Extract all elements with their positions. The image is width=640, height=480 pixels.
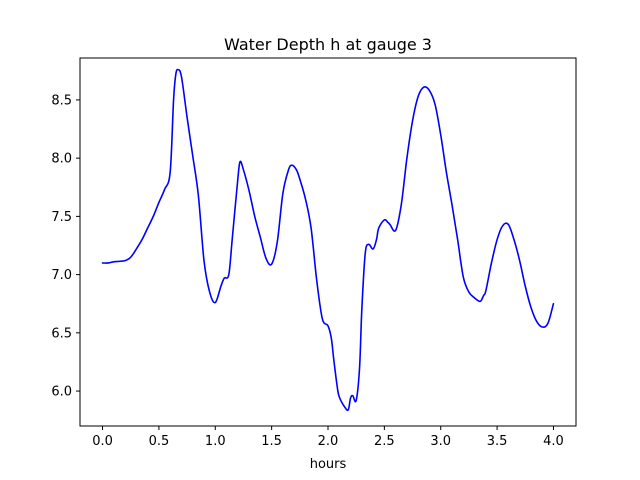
x-tick-label: 4.0 [543,434,564,449]
x-tick-label: 2.0 [318,434,339,449]
series-line [101,68,555,412]
y-tick-label: 8.5 [51,93,72,108]
y-axis-ticks: 6.0 6.5 7.0 7.5 8.0 8.5 [51,93,80,400]
x-tick-label: 2.5 [374,434,395,449]
chart-title: Water Depth h at gauge 3 [224,35,432,54]
plot-frame [79,57,577,427]
y-tick-label: 7.5 [51,210,72,225]
x-tick-label: 0.5 [149,434,170,449]
y-tick-label: 6.0 [51,385,72,400]
plot-area [80,58,576,426]
x-tick-label: 1.0 [205,434,226,449]
x-tick-label: 0.0 [92,434,113,449]
series-layer [101,68,555,412]
x-tick-label: 3.5 [487,434,508,449]
x-axis-label: hours [310,457,347,472]
y-tick-label: 6.5 [51,326,72,341]
y-tick-label: 7.0 [51,268,72,283]
x-axis-ticks: 0.0 0.5 1.0 1.5 2.0 2.5 3.0 3.5 4.0 [92,426,564,449]
x-tick-label: 3.0 [430,434,451,449]
y-tick-label: 8.0 [51,152,72,167]
x-tick-label: 1.5 [261,434,282,449]
